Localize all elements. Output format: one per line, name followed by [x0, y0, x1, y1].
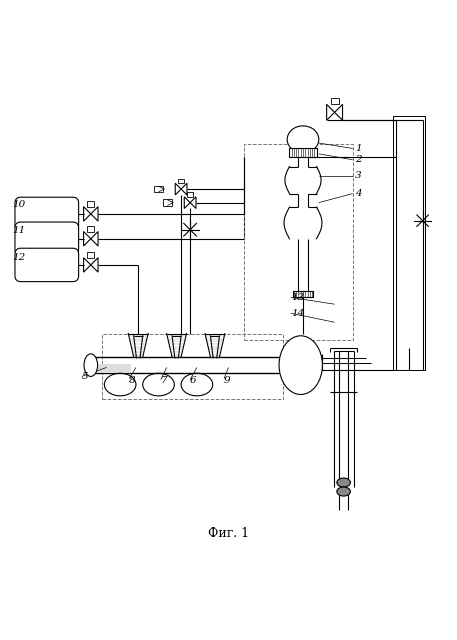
Bar [288, 148, 318, 157]
Text: 1: 1 [355, 144, 361, 153]
Text: 4: 4 [355, 189, 361, 198]
Text: 6: 6 [190, 376, 197, 385]
FancyBboxPatch shape [15, 197, 79, 230]
Text: 2: 2 [355, 156, 361, 164]
Text: 8: 8 [129, 376, 136, 385]
Text: 9: 9 [224, 376, 231, 385]
Bar [393, 116, 425, 370]
Bar [102, 333, 283, 399]
Bar [87, 252, 95, 258]
Ellipse shape [84, 354, 98, 376]
Bar [244, 144, 353, 340]
FancyBboxPatch shape [15, 222, 79, 255]
Bar [178, 179, 184, 183]
Text: 5: 5 [82, 372, 88, 381]
Ellipse shape [337, 487, 351, 496]
Bar [330, 98, 339, 104]
Bar [98, 364, 132, 373]
Text: 11: 11 [13, 226, 26, 235]
Bar [163, 200, 172, 206]
Ellipse shape [287, 126, 319, 153]
Text: 13: 13 [291, 293, 304, 302]
Text: 10: 10 [13, 200, 26, 209]
Bar [87, 201, 95, 207]
Ellipse shape [337, 478, 351, 487]
Text: 3: 3 [355, 171, 361, 180]
Text: 12: 12 [13, 253, 26, 262]
Bar [87, 226, 95, 232]
Bar [154, 186, 163, 192]
Ellipse shape [279, 336, 322, 394]
Text: 14: 14 [291, 308, 304, 317]
Text: Фиг. 1: Фиг. 1 [208, 527, 249, 540]
Bar [187, 192, 193, 196]
Bar [293, 291, 313, 298]
Text: 7: 7 [161, 376, 167, 385]
FancyBboxPatch shape [15, 248, 79, 282]
